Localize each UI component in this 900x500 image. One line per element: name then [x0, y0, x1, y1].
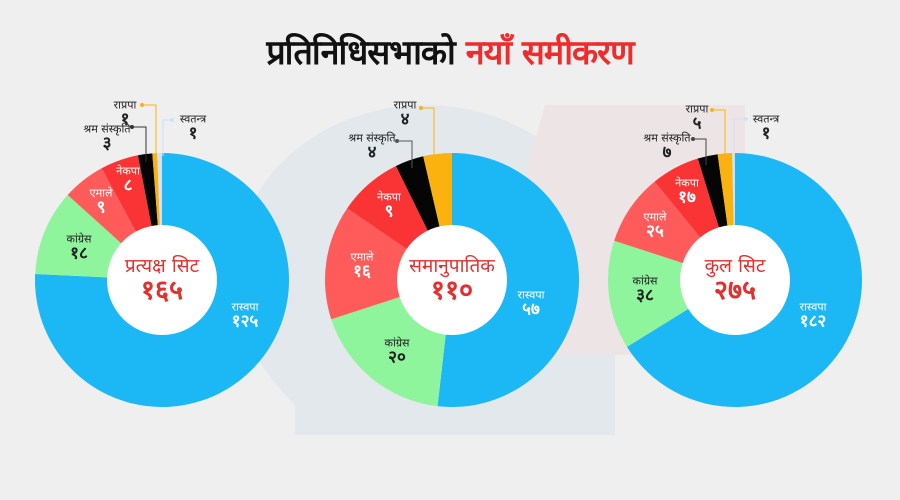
chart-1-center-title: प्रत्यक्ष सिट [124, 254, 200, 277]
pie-slice-rsp [437, 153, 579, 407]
chart-3-label-congress: कांग्रेस ३८ [632, 274, 658, 305]
chart-2-label-rpp: राप्रपा ४ [393, 98, 417, 129]
chart-2-label-rsp: रास्वपा ५७ [517, 288, 545, 319]
chart-1-label-uml: एमाले ९ [89, 186, 113, 217]
title-part-2: नयाँ समीकरण [465, 33, 635, 73]
donut-hole [397, 225, 507, 335]
title-part-1: प्रतिनिधिसभाको [266, 33, 456, 73]
leader-lines [130, 103, 748, 168]
chart-2-label-uml: एमाले १६ [350, 250, 374, 281]
chart-2-center-title: समानुपातिक [409, 254, 495, 277]
chart-3-center: कुल सिट २७५ [704, 254, 766, 306]
chart-3-label-shram: श्रम संस्कृति ७ [643, 131, 691, 162]
chart-1-label-shram: श्रम संस्कृति ३ [83, 122, 131, 153]
page-title: प्रतिनिधिसभाको नयाँ समीकरण [0, 28, 900, 74]
donut-chart-proportional [325, 153, 579, 407]
chart-2-center-value: ११० [430, 274, 474, 306]
chart-2-label-shram: श्रम संस्कृति ४ [348, 131, 396, 162]
chart-3-label-rsp: रास्वपा १८२ [799, 300, 827, 331]
donut-chart-total [608, 153, 862, 408]
donut-hole [107, 225, 217, 335]
chart-1-center: प्रत्यक्ष सिट १६५ [124, 254, 200, 306]
pie-slice-uml [325, 208, 452, 320]
chart-1-label-congress: कांग्रेस १८ [66, 232, 92, 263]
chart-3-center-title: कुल सिट [704, 254, 766, 277]
donut-chart-direct [34, 153, 289, 407]
chart-1-center-value: १६५ [140, 274, 184, 306]
chart-1-label-rsp: रास्वपा १२५ [231, 300, 259, 331]
chart-3-label-maoist: नेकपा १७ [675, 176, 699, 207]
chart-3-label-independent: स्वतन्त्र १ [752, 112, 780, 143]
pie-slice-congress [608, 240, 735, 347]
chart-1-label-independent: स्वतन्त्र १ [179, 112, 207, 143]
chart-1-label-maoist: नेकपा ८ [116, 164, 140, 195]
chart-3-center-value: २७५ [713, 274, 757, 306]
chart-3-label-rpp: राप्रपा ५ [685, 102, 709, 133]
chart-1-label-rpp: राप्रपा १ [113, 98, 137, 129]
donut-hole [680, 225, 790, 335]
chart-2-center: समानुपातिक ११० [409, 254, 495, 306]
chart-2-label-maoist: नेकपा ९ [377, 190, 401, 221]
chart-2-label-congress: कांग्रेस २० [384, 336, 410, 367]
chart-3-label-uml: एमाले २५ [643, 210, 667, 241]
